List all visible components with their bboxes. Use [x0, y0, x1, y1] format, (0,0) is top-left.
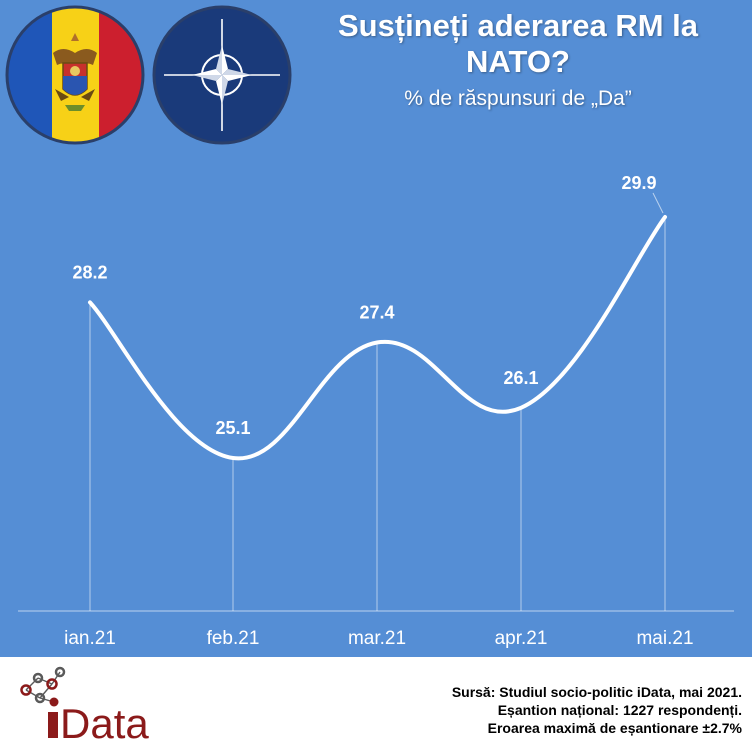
sample-note: Eșantion național: 1227 respondenți.: [497, 702, 742, 718]
series-line: [88, 215, 667, 461]
x-tick-label: mai.21: [636, 628, 693, 649]
chart-subtitle: % de răspunsuri de „Da”: [404, 87, 632, 110]
data-label: 27.4: [359, 303, 394, 323]
source-note: Sursă: Studiul socio-politic iData, mai …: [451, 684, 742, 700]
data-label: 28.2: [72, 262, 107, 282]
chart-title: Susțineți aderarea RM la NATO?: [337, 8, 699, 79]
error-margin-note: Eroarea maximă de eșantionare ±2.7%: [487, 720, 742, 736]
logo-wordmark: Data: [60, 700, 149, 744]
nato-emblem-icon: [152, 5, 292, 145]
x-tick-label: apr.21: [495, 628, 548, 649]
label-leader-line: [652, 192, 664, 214]
moldova-flag-icon: [5, 5, 145, 145]
data-label: 25.1: [215, 418, 250, 438]
x-tick-label: ian.21: [64, 628, 116, 649]
data-label: 29.9: [621, 173, 656, 193]
x-tick-label: mar.21: [348, 628, 406, 649]
chart-panel: Susțineți aderarea RM la NATO? % de răspu…: [0, 0, 752, 657]
idata-logo: Data: [14, 664, 204, 747]
data-label: 26.1: [503, 368, 538, 388]
line-chart: 28.2 25.1 27.4 26.1 29.9 ian.21 feb.21 mar.21 a…: [18, 173, 734, 649]
footer: [0, 657, 752, 752]
x-tick-label: feb.21: [207, 628, 260, 649]
